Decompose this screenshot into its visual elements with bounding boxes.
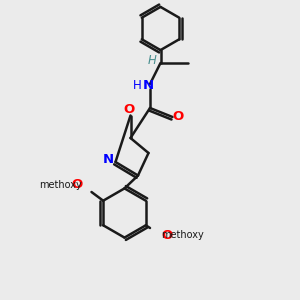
Text: N: N: [102, 153, 114, 166]
Text: O: O: [172, 110, 184, 124]
Text: methoxy: methoxy: [39, 179, 81, 190]
Text: methoxy: methoxy: [162, 230, 204, 241]
Text: O: O: [71, 178, 82, 191]
Text: O: O: [123, 103, 135, 116]
Text: O: O: [161, 229, 172, 242]
Text: H: H: [133, 79, 142, 92]
Text: N: N: [142, 79, 154, 92]
Text: H: H: [148, 53, 157, 67]
